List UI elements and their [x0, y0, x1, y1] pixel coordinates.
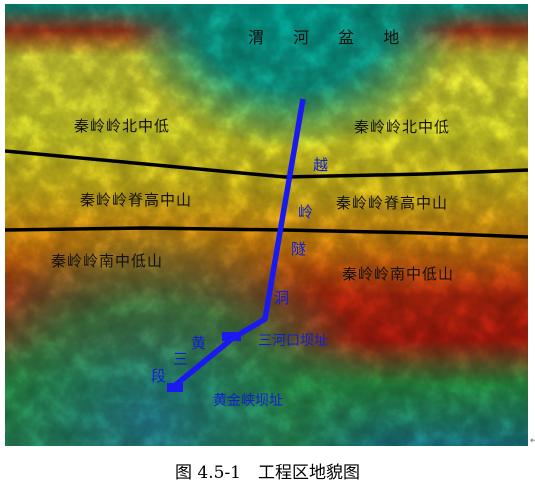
weihe-basin-label: 渭 河 盆 地 [248, 28, 412, 47]
boundary-line-south [5, 226, 528, 239]
section-label-char-3: 段 [151, 367, 167, 385]
tunnel-label-char-3: 隧 [291, 240, 307, 258]
region-south-left: 秦岭岭南中低山 [51, 252, 164, 270]
region-south-right: 秦岭岭南中低山 [342, 265, 455, 283]
huangjinxia-dam-label: 黄金峡坝址 [213, 393, 283, 409]
tunnel-label-char-2: 岭 [298, 203, 314, 221]
region-ridge-left: 秦岭岭脊高中山 [80, 191, 193, 209]
paragraph-mark: ↵ [530, 436, 535, 446]
terrain-relief [5, 4, 528, 446]
figure-caption: 图 4.5-1 工程区地貌图 [175, 463, 360, 483]
tunnel-label-char-4: 洞 [274, 289, 290, 307]
tunnel-route-line [171, 98, 306, 390]
sanhekou-dam-label: 三河口坝址 [258, 333, 328, 349]
section-label-char-2: 三 [173, 350, 189, 368]
section-label-char-1: 黄 [191, 334, 207, 352]
region-north-left: 秦岭岭北中低 [74, 117, 171, 135]
region-north-right: 秦岭岭北中低 [354, 118, 451, 136]
huangjinxia-dam-marker [167, 383, 183, 392]
region-ridge-right: 秦岭岭脊高中山 [336, 194, 449, 212]
terrain-map: 渭 河 盆 地 秦岭岭北中低 秦岭岭北中低 秦岭岭脊高中山 秦岭岭脊高中山 秦岭… [5, 4, 528, 446]
tunnel-label-char-1: 越 [313, 156, 329, 174]
boundary-line-north [5, 149, 528, 179]
sanhekou-dam-marker [222, 332, 241, 341]
